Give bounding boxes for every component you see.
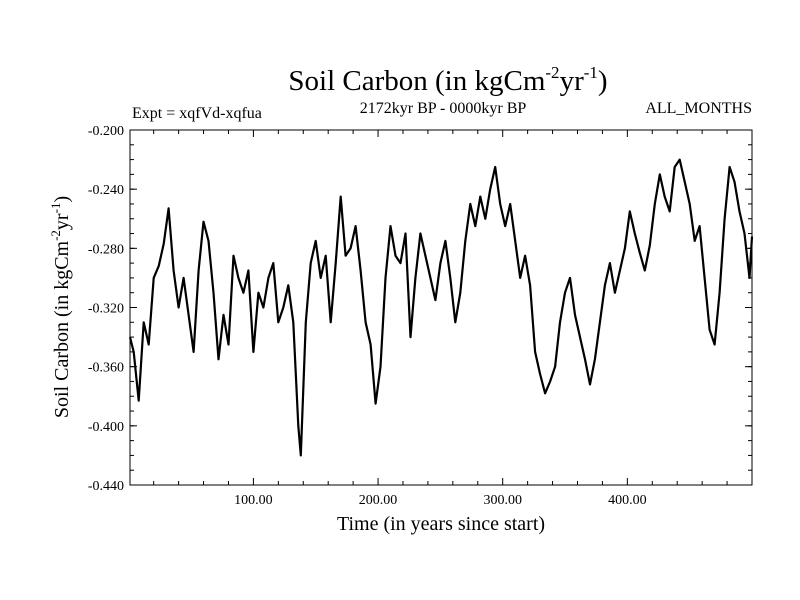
chart-title: Soil Carbon (in kgCm-2yr-1) xyxy=(288,63,607,97)
series-line-soil-carbon xyxy=(128,158,754,457)
y-tick-label: -0.320 xyxy=(88,302,124,317)
y-tick-label: -0.200 xyxy=(88,124,124,139)
y-tick-label: -0.400 xyxy=(88,420,124,435)
x-axis: 100.00 200.00 300.00 400.00 xyxy=(153,130,728,508)
y-tick-label: -0.280 xyxy=(88,242,124,257)
y-tick-label: -0.240 xyxy=(88,183,124,198)
subtitle-experiment: Expt = xqfVd-xqfua xyxy=(132,105,262,122)
y-tick-label: -0.440 xyxy=(88,479,124,494)
x-tick-label: 300.00 xyxy=(483,493,522,508)
y-axis: -0.200 -0.240 -0.280 -0.320 -0.360 -0.400 -0.4… xyxy=(88,124,752,494)
subtitle-months: ALL_MONTHS xyxy=(645,100,752,117)
y-tick-label: -0.360 xyxy=(88,361,124,376)
x-tick-label: 200.00 xyxy=(359,493,398,508)
x-tick-label: 100.00 xyxy=(234,493,273,508)
y-axis-label: Soil Carbon (in kgCm-2yr-1) xyxy=(48,196,73,418)
subtitle-period: 2172kyr BP - 0000kyr BP xyxy=(360,100,527,117)
x-axis-label: Time (in years since start) xyxy=(337,513,545,535)
x-tick-label: 400.00 xyxy=(608,493,647,508)
